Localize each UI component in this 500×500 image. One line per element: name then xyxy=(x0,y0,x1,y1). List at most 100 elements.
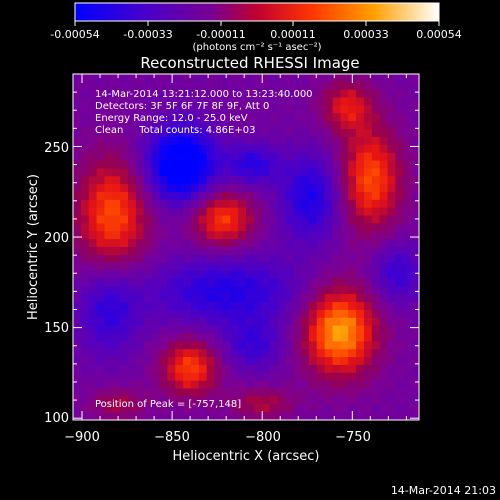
heatmap-cell xyxy=(183,199,192,209)
heatmap-cell xyxy=(159,412,168,420)
heatmap-cell xyxy=(301,262,310,272)
heatmap-cell xyxy=(277,278,286,287)
heatmap-cell xyxy=(261,74,271,83)
heatmap-cell xyxy=(198,105,208,114)
heatmap-cell xyxy=(135,152,145,162)
heatmap-cell xyxy=(293,215,302,225)
heatmap-cell xyxy=(214,129,224,138)
heatmap-cell xyxy=(379,113,389,122)
heatmap-cell xyxy=(198,396,208,405)
heatmap-cell xyxy=(96,199,106,209)
heatmap-cell xyxy=(104,121,113,130)
heatmap-cell xyxy=(198,215,208,225)
heatmap-cell xyxy=(269,325,279,335)
heatmap-cell xyxy=(159,364,168,374)
heatmap-cell xyxy=(151,121,161,130)
heatmap-cell xyxy=(324,136,334,146)
heatmap-cell xyxy=(73,372,82,382)
heatmap-cell xyxy=(183,105,192,114)
heatmap-cell xyxy=(269,129,279,138)
heatmap-cell xyxy=(175,372,184,382)
heatmap-cell xyxy=(128,254,137,264)
heatmap-cell xyxy=(356,380,365,390)
heatmap-cell xyxy=(96,247,106,256)
heatmap-cell xyxy=(206,333,216,342)
heatmap-cell xyxy=(214,270,224,280)
heatmap-cell xyxy=(190,309,200,319)
heatmap-cell xyxy=(151,396,161,405)
heatmap-cell xyxy=(246,231,255,240)
heatmap-cell xyxy=(214,81,224,91)
heatmap-cell xyxy=(308,317,318,327)
heatmap-cell xyxy=(222,396,231,405)
heatmap-cell xyxy=(253,380,263,390)
heatmap-cell xyxy=(379,302,389,311)
heatmap-cell xyxy=(238,129,247,138)
heatmap-cell xyxy=(206,184,216,193)
heatmap-cell xyxy=(332,333,341,342)
heatmap-cell xyxy=(308,136,318,146)
heatmap-cell xyxy=(143,349,153,358)
heatmap-cell xyxy=(80,97,90,107)
x-axis-label: Heliocentric X (arcsec) xyxy=(173,449,320,464)
heatmap-cell xyxy=(143,74,153,83)
heatmap-cell xyxy=(411,89,419,99)
heatmap-cell xyxy=(387,81,397,91)
heatmap-cell xyxy=(269,184,279,193)
heatmap-cell xyxy=(151,317,161,327)
heatmap-cell xyxy=(395,286,404,295)
heatmap-cell xyxy=(167,294,176,303)
heatmap-cell xyxy=(379,294,389,303)
heatmap-cell xyxy=(120,199,129,209)
heatmap-cell xyxy=(128,215,137,225)
heatmap-cell xyxy=(198,412,208,420)
heatmap-cell xyxy=(348,239,357,248)
heatmap-cell xyxy=(112,97,121,107)
heatmap-cell xyxy=(395,270,404,280)
heatmap-cell xyxy=(340,364,349,374)
heatmap-cell xyxy=(128,168,137,177)
heatmap-cell xyxy=(301,357,310,366)
heatmap-cell xyxy=(261,191,271,201)
heatmap-cell xyxy=(246,129,255,138)
heatmap-cell xyxy=(222,239,231,248)
heatmap-cell xyxy=(120,380,129,390)
heatmap-cell xyxy=(395,396,404,405)
heatmap-cell xyxy=(348,286,357,295)
heatmap-cell xyxy=(277,207,286,217)
heatmap-cell xyxy=(104,404,113,413)
heatmap-cell xyxy=(230,168,239,177)
heatmap-cell xyxy=(238,89,247,99)
heatmap-cell xyxy=(151,74,161,83)
heatmap-cell xyxy=(159,341,168,350)
heatmap-cell xyxy=(222,129,231,138)
heatmap-cell xyxy=(104,129,113,138)
heatmap-cell xyxy=(379,286,389,295)
heatmap-cell xyxy=(167,97,176,107)
heatmap-cell xyxy=(348,223,357,232)
heatmap-cell xyxy=(80,333,90,342)
heatmap-cell xyxy=(167,168,176,177)
heatmap-cell xyxy=(316,136,326,146)
heatmap-cell xyxy=(324,113,334,122)
heatmap-cell xyxy=(175,341,184,350)
heatmap-cell xyxy=(159,302,168,311)
heatmap-cell xyxy=(128,357,137,366)
heatmap-cell xyxy=(96,309,106,319)
heatmap-cell xyxy=(261,388,271,398)
heatmap-cell xyxy=(387,113,397,122)
heatmap-cell xyxy=(332,160,341,169)
heatmap-cell xyxy=(120,278,129,287)
heatmap-cell xyxy=(332,152,341,162)
heatmap-cell xyxy=(411,254,419,264)
heatmap-cell xyxy=(363,294,373,303)
heatmap-cell xyxy=(269,341,279,350)
heatmap-cell xyxy=(348,144,357,154)
heatmap-cell xyxy=(143,199,153,209)
heatmap-cell xyxy=(112,317,121,327)
heatmap-cell xyxy=(230,176,239,185)
heatmap-cell xyxy=(395,89,404,99)
heatmap-cell xyxy=(73,333,82,342)
heatmap-cell xyxy=(261,223,271,232)
heatmap-cell xyxy=(143,184,153,193)
